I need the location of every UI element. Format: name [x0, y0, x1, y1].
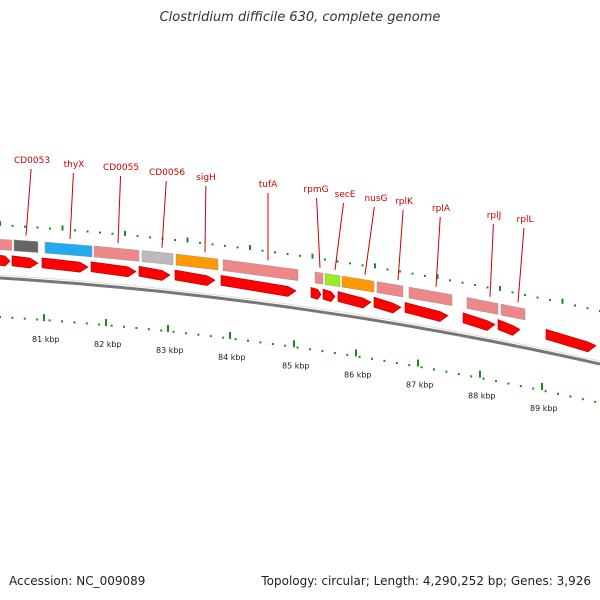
label-leader [161, 180, 167, 248]
cds-arrow [11, 255, 39, 269]
label-leader [397, 209, 404, 281]
scale-label: 84 kbp [218, 353, 246, 362]
label-leader [316, 197, 321, 268]
gene-label: rplK [395, 197, 414, 207]
gene-label: sigH [196, 173, 216, 183]
cds-arrow [220, 275, 297, 297]
genome-summary: Topology: circular; Length: 4,290,252 bp… [261, 574, 591, 588]
gene-label: secE [335, 190, 356, 200]
gene-label: CD0056 [149, 168, 185, 178]
cds-arrow [373, 296, 402, 314]
gene-label: CD0055 [103, 163, 139, 173]
feature-box [175, 253, 219, 271]
cds-layer [0, 255, 597, 353]
gene-label: rplA [432, 204, 451, 214]
feature-box [13, 239, 39, 253]
cds-arrow [90, 261, 137, 278]
label-leader [435, 216, 441, 287]
scale-label: 83 kbp [156, 346, 184, 355]
scale-label: 88 kbp [468, 392, 496, 401]
cds-arrow [174, 269, 216, 286]
label-leader [117, 175, 122, 244]
label-leader [489, 223, 494, 297]
cds-arrow [322, 288, 336, 302]
feature-box [93, 245, 140, 262]
gene-label: nusG [364, 194, 387, 204]
gene-label: rpmG [303, 185, 328, 195]
cds-arrow [404, 302, 449, 322]
genome-backbone-highlight [0, 274, 600, 362]
cds-arrow [41, 257, 89, 273]
scale-label: 86 kbp [344, 370, 372, 379]
feature-layer [0, 239, 526, 321]
scale-label: 87 kbp [406, 381, 434, 390]
map-title: Clostridium difficile 630, complete geno… [159, 10, 441, 25]
scale-label: 81 kbp [32, 335, 60, 344]
feature-box [341, 275, 375, 293]
gene-label: rplL [517, 215, 534, 225]
label-leader [25, 168, 32, 236]
label-leader [364, 206, 375, 275]
tick-layer: 81 kbp 82 kbp 83 kbp 84 kbp 85 kbp 86 kbp 87 k… [0, 221, 600, 413]
gene-label: CD0053 [14, 156, 50, 166]
scale-label: 85 kbp [282, 361, 310, 370]
feature-box [222, 259, 299, 281]
scale-label: 89 kbp [530, 404, 558, 413]
cds-arrow [462, 312, 496, 331]
label-leader [517, 227, 525, 303]
label-layer: CD0053 thyX CD0055 CD0056 sigH tufA rpmG secE nu… [14, 156, 534, 303]
feature-box [500, 303, 526, 321]
label-leader [69, 172, 74, 240]
feature-box-partial [0, 239, 12, 251]
gene-label: rplJ [487, 211, 502, 221]
genome-backbone [0, 276, 600, 366]
accession-label: Accession: NC_009089 [9, 574, 146, 588]
label-leader [204, 185, 207, 253]
cds-arrow [138, 265, 171, 281]
feature-box [44, 241, 93, 258]
cds-arrow [310, 286, 322, 300]
cds-arrow [337, 291, 372, 309]
gene-label: thyX [64, 160, 85, 170]
label-leader [334, 202, 344, 271]
feature-box [466, 297, 499, 315]
feature-box [408, 286, 453, 306]
feature-box [324, 273, 341, 288]
scale-label: 82 kbp [94, 340, 122, 349]
cds-arrow [545, 328, 597, 353]
feature-box [314, 271, 324, 285]
gene-label: tufA [259, 180, 278, 190]
backbone-layer [0, 274, 600, 366]
cds-arrow [497, 319, 521, 336]
cds-arrow [0, 255, 11, 267]
feature-box [141, 250, 174, 266]
feature-box [376, 281, 404, 298]
